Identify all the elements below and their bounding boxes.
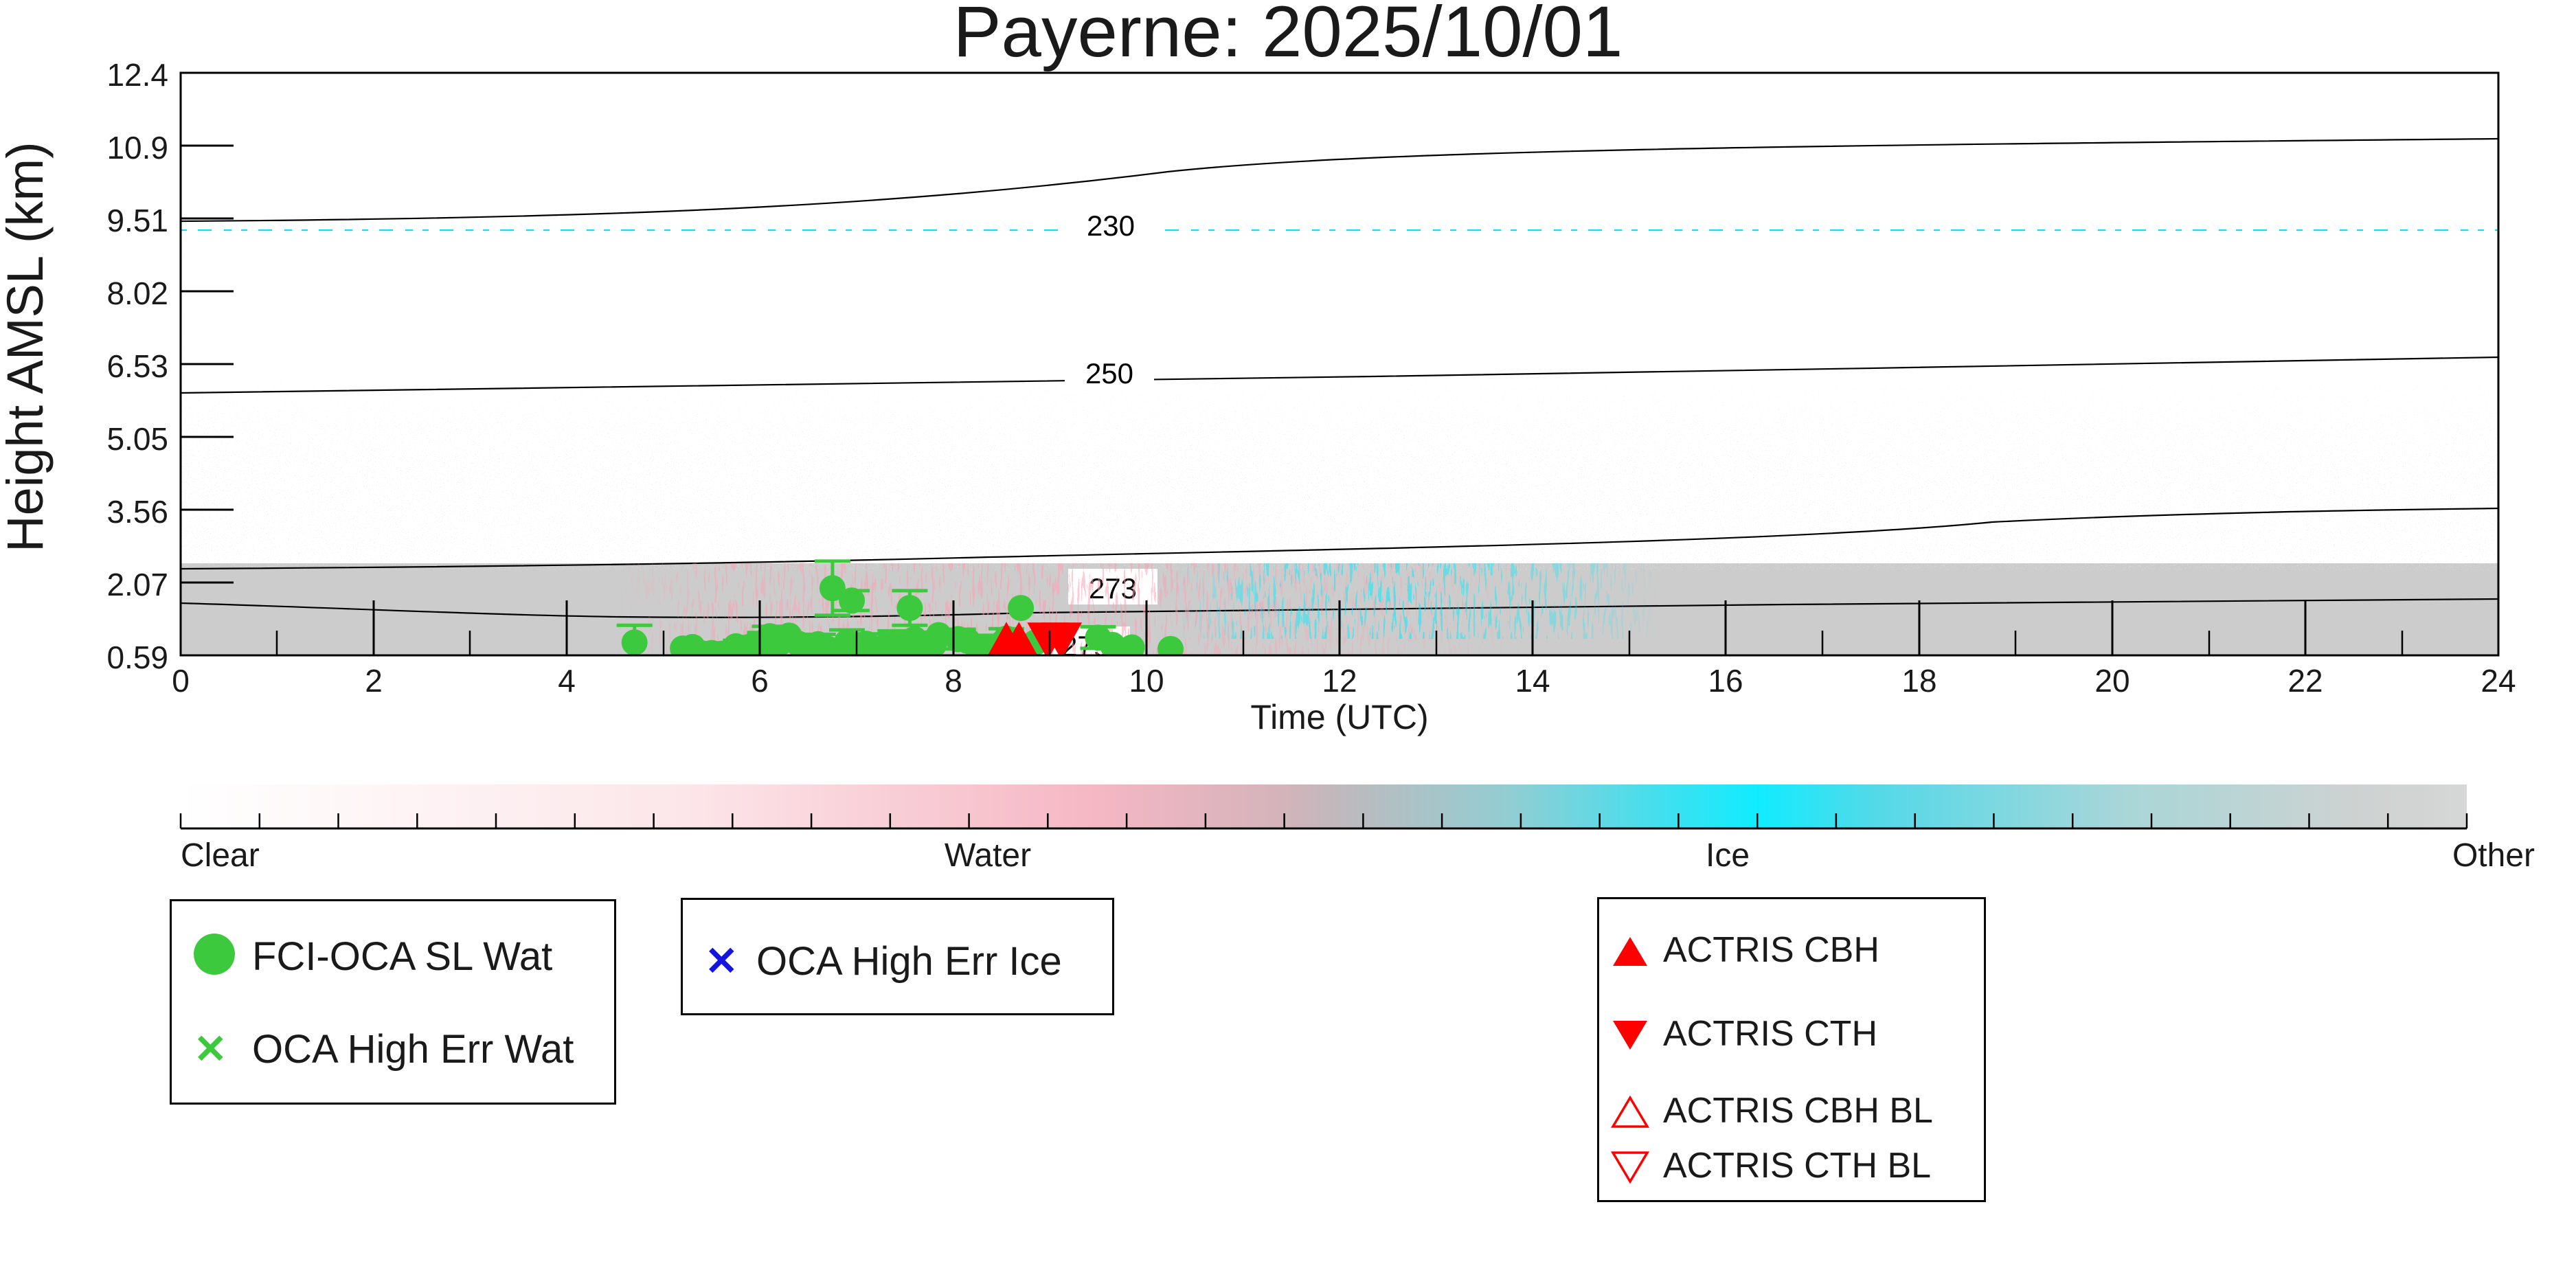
svg-text:250: 250 xyxy=(1085,357,1133,389)
svg-text:FCI-OCA SL Wat: FCI-OCA SL Wat xyxy=(252,934,552,979)
svg-text:✕: ✕ xyxy=(705,939,738,984)
svg-text:✕: ✕ xyxy=(194,1027,227,1072)
svg-text:ACTRIS CBH BL: ACTRIS CBH BL xyxy=(1663,1091,1933,1131)
svg-text:ACTRIS CTH: ACTRIS CTH xyxy=(1663,1014,1877,1054)
svg-text:OCA High Err Ice: OCA High Err Ice xyxy=(756,939,1062,984)
svg-text:OCA High Err Wat: OCA High Err Wat xyxy=(252,1027,574,1072)
svg-text:230: 230 xyxy=(1087,210,1135,242)
svg-text:ACTRIS CBH: ACTRIS CBH xyxy=(1663,930,1879,970)
svg-text:ACTRIS CTH BL: ACTRIS CTH BL xyxy=(1663,1146,1931,1186)
